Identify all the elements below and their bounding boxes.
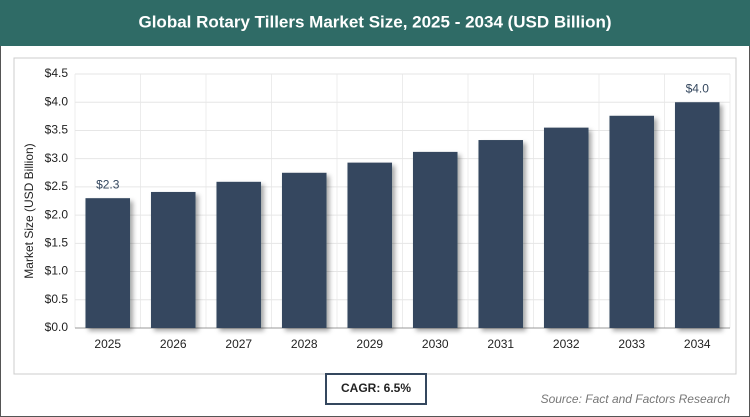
bar: [85, 198, 131, 328]
x-tick-label: 2028: [291, 337, 318, 351]
bar: [347, 162, 393, 328]
y-tick-label: $2.0: [45, 207, 69, 221]
cagr-box: [325, 373, 427, 405]
y-tick-label: $3.5: [45, 123, 69, 137]
y-tick-label: $1.0: [45, 264, 69, 278]
bar: [412, 151, 458, 328]
x-tick-label: 2025: [94, 337, 121, 351]
x-tick-label: 2033: [618, 337, 645, 351]
x-tick-label: 2032: [553, 337, 580, 351]
bar: [478, 140, 524, 328]
x-tick-label: 2029: [356, 337, 383, 351]
y-tick-label: $0.0: [45, 320, 69, 334]
bar: [543, 127, 589, 328]
value-label: $2.3: [96, 177, 120, 191]
y-tick-label: $4.5: [45, 66, 69, 80]
y-tick-label: $1.5: [45, 236, 69, 250]
y-tick-label: $3.0: [45, 151, 69, 165]
x-tick-label: 2034: [684, 337, 711, 351]
x-tick-label: 2026: [160, 337, 187, 351]
y-axis-label: Market Size (USD Billion): [22, 143, 36, 278]
bar: [281, 172, 327, 328]
bar: [216, 181, 262, 328]
value-label: $4.0: [686, 81, 710, 95]
y-tick-label: $2.5: [45, 179, 69, 193]
chart-title: Global Rotary Tillers Market Size, 2025 …: [138, 12, 611, 31]
x-tick-label: 2031: [487, 337, 514, 351]
y-tick-label: $4.0: [45, 94, 69, 108]
source: Source: Fact and Factors Research: [541, 392, 731, 406]
x-tick-label: 2027: [225, 337, 252, 351]
header: [0, 0, 750, 46]
bar: [150, 191, 196, 328]
y-tick-label: $0.5: [45, 292, 69, 306]
bar: [609, 115, 655, 328]
bar: [674, 102, 720, 328]
cagr-label: CAGR: 6.5%: [341, 381, 411, 395]
x-tick-label: 2030: [422, 337, 449, 351]
